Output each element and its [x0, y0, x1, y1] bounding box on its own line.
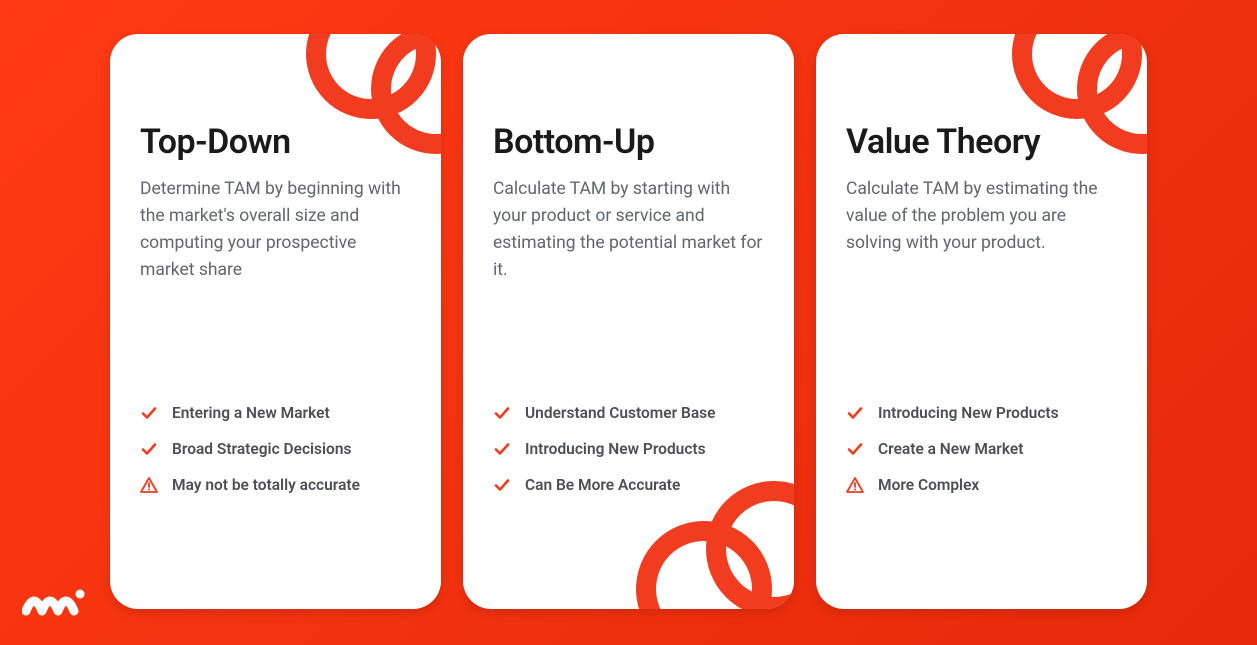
list-item: Broad Strategic Decisions — [140, 440, 411, 458]
card-row: Top-Down Determine TAM by beginning with… — [0, 0, 1257, 645]
bullet-text: Introducing New Products — [878, 404, 1059, 422]
check-icon — [846, 440, 864, 458]
card-top-down: Top-Down Determine TAM by beginning with… — [110, 34, 441, 609]
card-description: Calculate TAM by estimating the value of… — [846, 176, 1117, 257]
warning-icon — [140, 476, 158, 494]
check-icon — [140, 440, 158, 458]
bullet-text: More Complex — [878, 476, 979, 494]
check-icon — [140, 404, 158, 422]
check-icon — [846, 404, 864, 422]
list-item: Introducing New Products — [493, 440, 764, 458]
card-title: Value Theory — [846, 122, 1117, 162]
bullet-text: Broad Strategic Decisions — [172, 440, 351, 458]
bullet-text: Entering a New Market — [172, 404, 330, 422]
card-title: Top-Down — [140, 122, 411, 162]
list-item: Understand Customer Base — [493, 404, 764, 422]
check-icon — [493, 404, 511, 422]
brand-logo-icon — [22, 581, 92, 625]
list-item: Entering a New Market — [140, 404, 411, 422]
bullet-text: Can Be More Accurate — [525, 476, 680, 494]
bullet-list: Introducing New Products Create a New Ma… — [846, 404, 1117, 512]
card-value-theory: Value Theory Calculate TAM by estimating… — [816, 34, 1147, 609]
bullet-text: Introducing New Products — [525, 440, 706, 458]
card-description: Determine TAM by beginning with the mark… — [140, 176, 411, 285]
bullet-text: Create a New Market — [878, 440, 1023, 458]
list-item: More Complex — [846, 476, 1117, 494]
warning-icon — [846, 476, 864, 494]
bullet-text: May not be totally accurate — [172, 476, 360, 494]
card-title: Bottom-Up — [493, 122, 764, 162]
bullet-text: Understand Customer Base — [525, 404, 715, 422]
list-item: Can Be More Accurate — [493, 476, 764, 494]
bullet-list: Understand Customer Base Introducing New… — [493, 404, 764, 512]
list-item: Create a New Market — [846, 440, 1117, 458]
list-item: Introducing New Products — [846, 404, 1117, 422]
list-item: May not be totally accurate — [140, 476, 411, 494]
card-bottom-up: Bottom-Up Calculate TAM by starting with… — [463, 34, 794, 609]
check-icon — [493, 476, 511, 494]
check-icon — [493, 440, 511, 458]
card-description: Calculate TAM by starting with your prod… — [493, 176, 764, 285]
bullet-list: Entering a New Market Broad Strategic De… — [140, 404, 411, 512]
